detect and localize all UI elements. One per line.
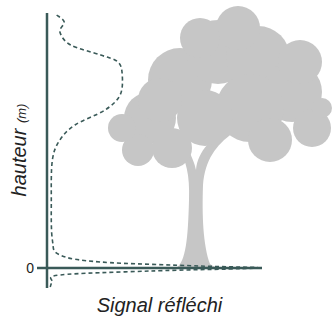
- tree-canopy: [138, 78, 182, 122]
- tree-canopy: [152, 128, 192, 168]
- tick-label: 0: [26, 260, 34, 276]
- tree-canopy: [278, 40, 322, 84]
- axes: 0: [26, 13, 262, 288]
- signal-curve: [50, 15, 259, 287]
- tree-canopy: [108, 114, 136, 142]
- tick: [37, 267, 47, 270]
- tree: [108, 6, 332, 268]
- axis-title: hauteur (m): [8, 104, 30, 197]
- tree-canopy: [248, 118, 292, 162]
- tree-canopy: [180, 18, 220, 58]
- tree-canopy: [216, 6, 260, 50]
- chart: 0 hauteur (m) Signal réfléchi: [0, 0, 333, 320]
- figure: 0 hauteur (m) Signal réfléchi: [0, 0, 333, 320]
- series: [50, 15, 259, 287]
- axis-title: Signal réfléchi: [97, 294, 223, 316]
- height-axis: [46, 13, 49, 288]
- tree-canopy: [312, 98, 332, 118]
